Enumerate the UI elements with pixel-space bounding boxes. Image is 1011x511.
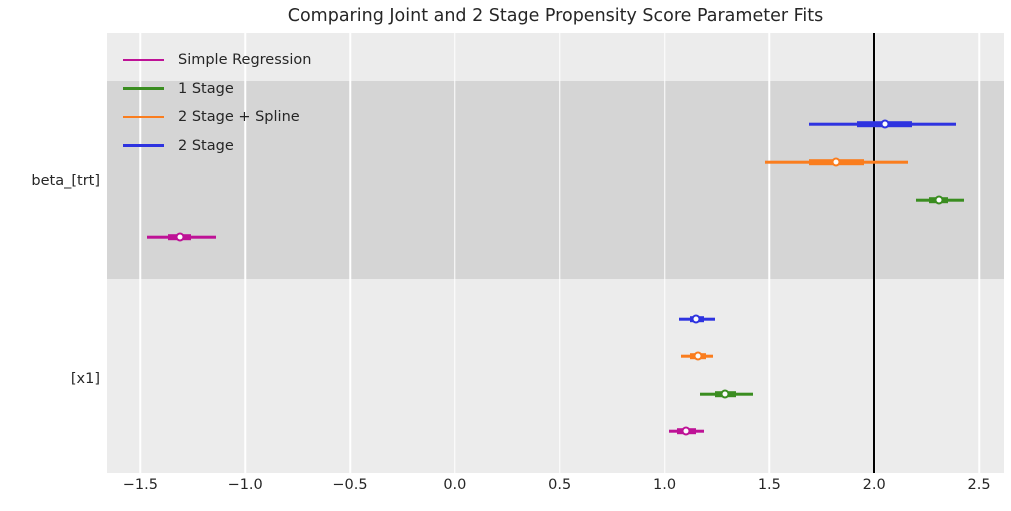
mean-point (831, 157, 841, 167)
gridline (349, 33, 351, 473)
legend: Simple Regression 1 Stage 2 Stage + Spline… (123, 50, 311, 156)
x-tick-label: 1.0 (653, 477, 677, 493)
mean-point (720, 389, 730, 399)
plot-area: Simple Regression 1 Stage 2 Stage + Spline… (107, 33, 1004, 473)
legend-line-swatch (123, 87, 164, 90)
legend-line-swatch (123, 115, 164, 119)
mean-point (175, 232, 185, 242)
mean-point (934, 195, 944, 205)
x-tick-label: 1.5 (757, 477, 781, 493)
legend-item: 2 Stage + Spline (123, 107, 311, 127)
gridline (139, 33, 142, 473)
legend-label: 2 Stage + Spline (178, 109, 300, 125)
gridline (244, 33, 246, 473)
legend-item: 1 Stage (123, 79, 311, 99)
x-tick-label: 0.0 (443, 477, 467, 493)
x-tick-label: −0.5 (332, 477, 368, 493)
gridline (558, 33, 561, 473)
gridline (978, 33, 980, 473)
x-tick-label: 0.5 (548, 477, 572, 493)
mean-point (880, 119, 890, 129)
legend-line-swatch (123, 58, 164, 62)
x-tick-label: 2.0 (862, 477, 886, 493)
legend-line-swatch (123, 144, 164, 147)
gridline (663, 33, 666, 473)
x-tick-label: −1.5 (122, 477, 158, 493)
mean-point (691, 314, 701, 324)
x-tick-label: −1.0 (227, 477, 263, 493)
legend-label: Simple Regression (178, 52, 312, 68)
y-tick-label: [x1] (70, 371, 100, 387)
x-tick-label: 2.5 (967, 477, 991, 493)
mean-point (693, 351, 703, 361)
legend-item: Simple Regression (123, 50, 311, 70)
legend-item: 2 Stage (123, 136, 311, 156)
legend-label: 1 Stage (178, 80, 234, 97)
y-axis: beta_[trt] [x1] (0, 0, 100, 511)
chart-title: Comparing Joint and 2 Stage Propensity S… (287, 6, 824, 26)
x-axis: −1.5 −1.0 −0.5 0.0 0.5 1.0 1.5 2.0 2.5 (0, 477, 1011, 501)
legend-label: 2 Stage (178, 137, 234, 154)
reference-line (873, 33, 876, 473)
gridline (768, 33, 771, 473)
group-band (107, 81, 1004, 279)
y-tick-label: beta_[trt] (31, 173, 100, 189)
gridline (454, 33, 456, 473)
mean-point (681, 426, 690, 436)
